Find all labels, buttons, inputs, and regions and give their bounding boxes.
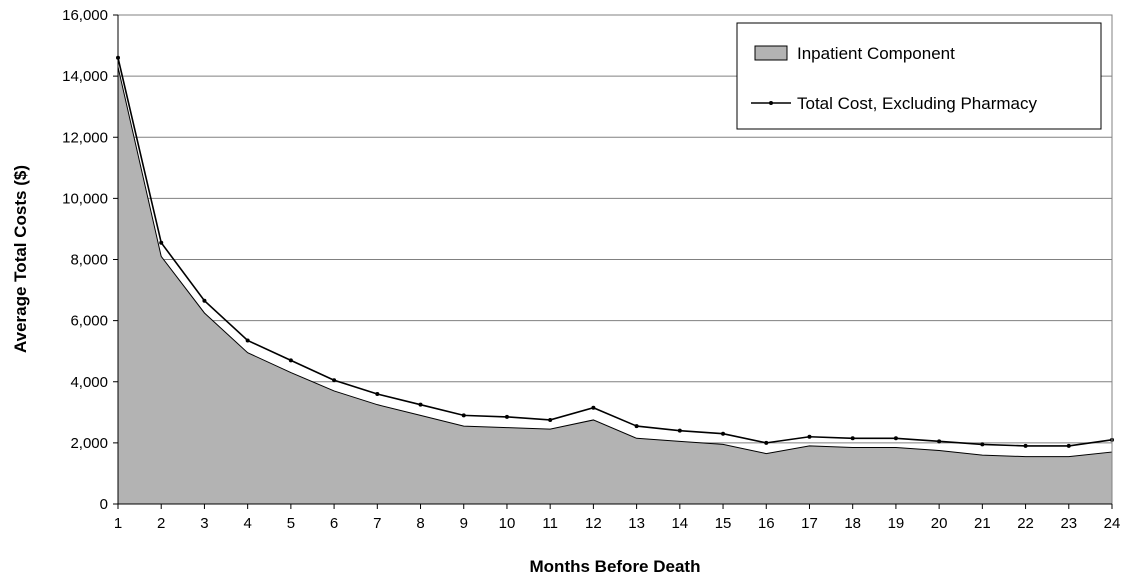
x-tick-label: 23 xyxy=(1060,515,1077,532)
line-point xyxy=(288,358,293,363)
line-point xyxy=(245,338,250,343)
x-tick-label: 24 xyxy=(1104,515,1121,532)
area-series-inpatient xyxy=(117,66,1113,505)
line-point xyxy=(1023,443,1028,448)
line-series-total-cost xyxy=(117,57,1113,447)
x-tick-label: 19 xyxy=(888,515,905,532)
line-point xyxy=(202,298,207,303)
legend-label-total: Total Cost, Excluding Pharmacy xyxy=(797,94,1037,113)
line-point xyxy=(721,431,726,436)
x-tick-label: 7 xyxy=(373,515,381,532)
line-point xyxy=(461,413,466,418)
x-tick-label: 15 xyxy=(715,515,732,532)
legend-marker-total xyxy=(769,101,773,105)
x-tick-label: 16 xyxy=(758,515,775,532)
y-tick-label: 14,000 xyxy=(62,68,108,85)
x-tick-label: 10 xyxy=(499,515,516,532)
y-tick-label: 4,000 xyxy=(70,374,108,391)
y-axis-title: Average Total Costs ($) xyxy=(11,165,30,353)
line-point xyxy=(1066,443,1071,448)
legend-box xyxy=(736,22,1102,130)
y-tick-label: 12,000 xyxy=(62,129,108,146)
legend: Inpatient Component Total Cost, Excludin… xyxy=(736,22,1102,130)
x-tick-label: 17 xyxy=(801,515,818,532)
x-tick-label: 18 xyxy=(844,515,861,532)
line-point xyxy=(807,434,812,439)
line-point xyxy=(159,240,164,245)
x-tick-label: 12 xyxy=(585,515,602,532)
line-point xyxy=(764,440,769,445)
line-point xyxy=(634,424,639,429)
line-point xyxy=(980,442,985,447)
inpatient-area xyxy=(117,66,1113,505)
x-tick-label: 3 xyxy=(200,515,208,532)
x-tick-label: 1 xyxy=(114,515,122,532)
line-point xyxy=(850,436,855,441)
line-point xyxy=(591,405,596,410)
x-tick-label: 11 xyxy=(542,515,558,532)
line-point xyxy=(937,439,942,444)
legend-label-inpatient: Inpatient Component xyxy=(797,44,955,63)
x-tick-label: 4 xyxy=(243,515,251,532)
line-point xyxy=(375,391,380,396)
x-tick-label: 5 xyxy=(287,515,295,532)
x-tick-label: 21 xyxy=(974,515,991,532)
legend-swatch-inpatient xyxy=(754,45,788,61)
y-tick-label: 2,000 xyxy=(70,435,108,452)
line-point xyxy=(332,378,337,383)
x-tick-label: 6 xyxy=(330,515,338,532)
line-point xyxy=(418,402,423,407)
x-axis: 1 2 3 4 5 6 7 8 9 10 11 12 13 14 15 16 17 18 19 20 21 22 23 24 xyxy=(114,503,1121,532)
y-tick-label: 6,000 xyxy=(70,313,108,330)
x-tick-label: 2 xyxy=(157,515,165,532)
line-point xyxy=(548,417,553,422)
x-axis-title: Months Before Death xyxy=(530,557,701,576)
line-point xyxy=(893,436,898,441)
x-tick-label: 14 xyxy=(671,515,688,532)
x-tick-label: 20 xyxy=(931,515,948,532)
line-point xyxy=(677,428,682,433)
x-tick-label: 22 xyxy=(1017,515,1034,532)
x-tick-label: 8 xyxy=(416,515,424,532)
y-tick-label: 0 xyxy=(100,496,108,513)
y-axis: 0 2,000 4,000 6,000 8,000 10,000 12,000 14,000 1… xyxy=(62,7,119,513)
y-tick-label: 8,000 xyxy=(70,252,108,269)
total-cost-line xyxy=(116,55,1114,448)
y-tick-label: 16,000 xyxy=(62,7,108,24)
y-tick-label: 10,000 xyxy=(62,190,108,207)
line-point xyxy=(504,414,509,419)
x-tick-label: 9 xyxy=(460,515,468,532)
x-tick-label: 13 xyxy=(628,515,645,532)
